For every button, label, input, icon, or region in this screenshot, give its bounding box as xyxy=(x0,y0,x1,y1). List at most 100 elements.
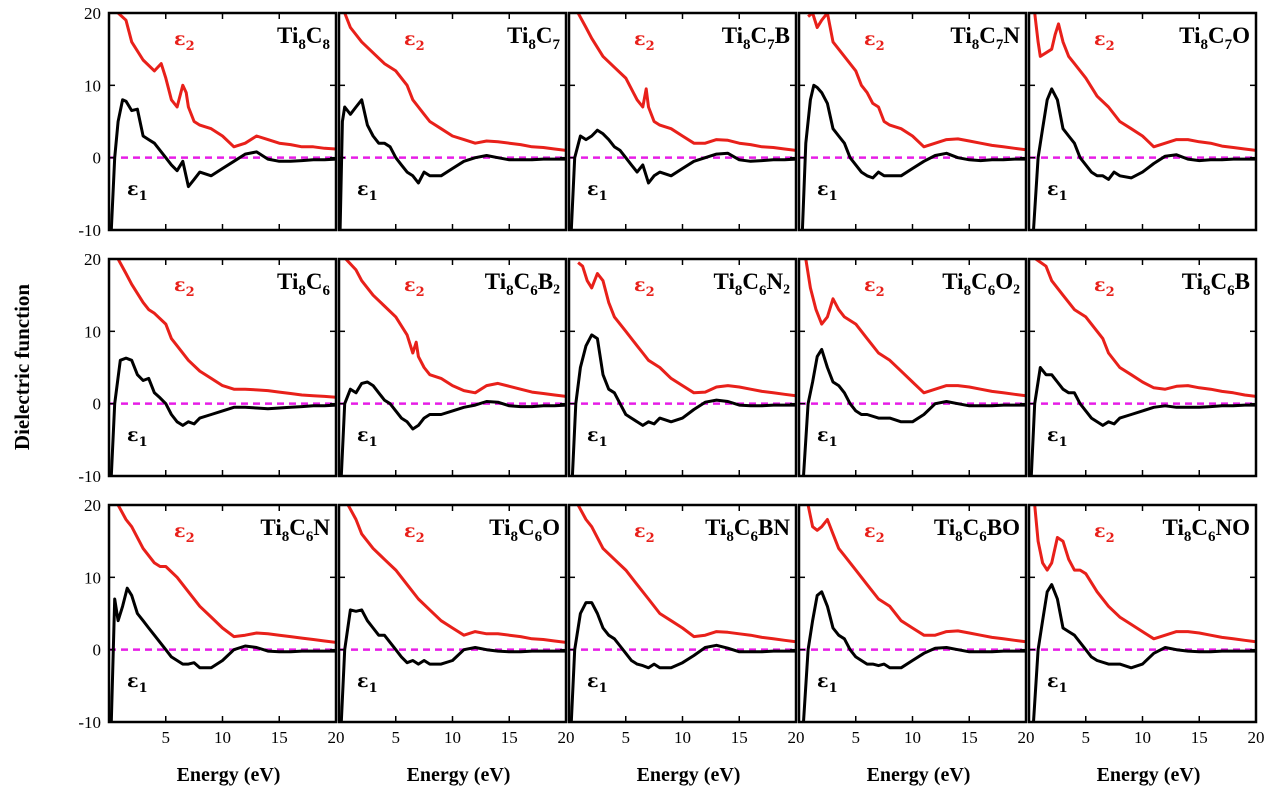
panel-title: Ti8​C6​N xyxy=(260,515,330,545)
panel-ti8c6bo: 5 10 15 20 Energy (eV) Ti8​C6​BO ε2 ε1 xyxy=(797,503,1035,786)
series-line-eps2 xyxy=(116,505,336,644)
panel-title: Ti8​C6​B xyxy=(1182,269,1250,299)
x-axis-label: Energy (eV) xyxy=(1097,764,1201,786)
series-label-eps1: ε1 xyxy=(127,670,148,696)
series-line-eps2 xyxy=(1033,13,1256,152)
panel-title: Ti8​C6​B₂ xyxy=(485,269,560,299)
series-label-eps1: ε1 xyxy=(357,178,378,204)
series-line-eps1 xyxy=(1032,87,1256,230)
series-line-eps1 xyxy=(569,128,796,230)
x-axis-label: Energy (eV) xyxy=(407,764,511,786)
x-axis-label: Energy (eV) xyxy=(177,764,281,786)
series-line-eps1 xyxy=(339,98,566,230)
y-tick-label: -10 xyxy=(78,467,101,486)
series-label-eps2: ε2 xyxy=(174,520,195,546)
y-tick-label: 20 xyxy=(84,250,101,269)
y-tick-label: 0 xyxy=(93,641,102,660)
panel-ti8c8: -10 0 10 20 Ti8​C8​ ε2 ε1 xyxy=(78,4,338,240)
x-tick-label: 20 xyxy=(788,728,805,747)
series-line-eps1 xyxy=(109,586,336,722)
x-tick-label: 20 xyxy=(328,728,345,747)
x-axis-label: Energy (eV) xyxy=(637,764,741,786)
series-line-eps1 xyxy=(570,333,796,476)
series-label-eps2: ε2 xyxy=(864,520,885,546)
x-tick-label: 10 xyxy=(904,728,921,747)
x-tick-label: 20 xyxy=(1018,728,1035,747)
x-tick-label: 20 xyxy=(558,728,575,747)
y-tick-label: 10 xyxy=(84,568,101,587)
x-tick-label: 5 xyxy=(392,728,401,747)
panel-ti8c6b2: Ti8​C6​B₂ ε2 ε1 xyxy=(337,257,568,478)
panel-title: Ti8​C6​NO xyxy=(1163,515,1250,545)
series-line-eps1 xyxy=(1029,366,1256,476)
y-tick-label: -10 xyxy=(78,221,101,240)
series-line-eps2 xyxy=(807,13,1026,152)
panel-ti8c6bn: 5 10 15 20 Energy (eV) Ti8​C6​BN ε2 ε1 xyxy=(567,503,805,786)
panel-ti8c7o: Ti8​C7​O ε2 ε1 xyxy=(1027,11,1258,232)
y-tick-label: 0 xyxy=(93,395,102,414)
x-tick-label: 15 xyxy=(271,728,288,747)
series-label-eps1: ε1 xyxy=(817,424,838,450)
series-label-eps2: ε2 xyxy=(1094,28,1115,54)
panel-title: Ti8​C6​ xyxy=(277,269,330,299)
series-line-eps1 xyxy=(1032,583,1256,722)
series-label-eps1: ε1 xyxy=(127,178,148,204)
x-tick-label: 15 xyxy=(1191,728,1208,747)
series-label-eps2: ε2 xyxy=(634,28,655,54)
panel-ti8c6: -10 0 10 20 Ti8​C6​ ε2 ε1 xyxy=(78,250,338,486)
x-tick-label: 20 xyxy=(1248,728,1265,747)
series-label-eps1: ε1 xyxy=(817,178,838,204)
series-line-eps2 xyxy=(576,13,796,152)
series-line-eps1 xyxy=(109,98,336,230)
x-tick-label: 15 xyxy=(501,728,518,747)
series-label-eps2: ε2 xyxy=(174,28,195,54)
series-line-eps1 xyxy=(339,380,566,476)
y-tick-label: -10 xyxy=(78,713,101,732)
panel-ti8c6n2: Ti8​C6​N₂ ε2 ε1 xyxy=(567,257,798,478)
panel-title: Ti8​C6​N₂ xyxy=(714,269,791,299)
x-tick-label: 10 xyxy=(674,728,691,747)
panel-ti8c6n: -10 0 10 20 5 10 15 20 Energy (eV) Ti8​C6​N ε2 ε1 xyxy=(78,496,344,786)
series-label-eps1: ε1 xyxy=(1047,178,1068,204)
series-label-eps2: ε2 xyxy=(634,520,655,546)
series-label-eps1: ε1 xyxy=(1047,424,1068,450)
panel-ti8c6o2: Ti8​C6​O₂ ε2 ε1 xyxy=(797,257,1028,478)
panel-ti8c6b: Ti8​C6​B ε2 ε1 xyxy=(1027,257,1258,478)
panel-title: Ti8​C6​O₂ xyxy=(942,269,1020,299)
series-line-eps1 xyxy=(339,608,566,722)
series-label-eps1: ε1 xyxy=(587,424,608,450)
panel-ti8c6no: 5 10 15 20 Energy (eV) Ti8​C6​NO ε2 ε1 xyxy=(1027,503,1265,786)
series-line-eps2 xyxy=(1033,505,1256,644)
series-label-eps1: ε1 xyxy=(357,670,378,696)
x-tick-label: 5 xyxy=(162,728,171,747)
y-tick-label: 20 xyxy=(84,4,101,23)
panel-title: Ti8​C7​N xyxy=(950,23,1020,53)
series-label-eps1: ε1 xyxy=(1047,670,1068,696)
series-line-eps2 xyxy=(804,259,1026,398)
panel-ti8c6o: 5 10 15 20 Energy (eV) Ti8​C6​O ε2 ε1 xyxy=(337,503,575,786)
x-axis-label: Energy (eV) xyxy=(867,764,971,786)
y-tick-label: 10 xyxy=(84,322,101,341)
x-tick-label: 10 xyxy=(444,728,461,747)
panel-title: Ti8​C7​ xyxy=(507,23,560,53)
x-tick-label: 5 xyxy=(852,728,861,747)
y-tick-label: 10 xyxy=(84,76,101,95)
series-label-eps2: ε2 xyxy=(404,520,425,546)
series-label-eps1: ε1 xyxy=(127,424,148,450)
panel-title: Ti8​C6​BO xyxy=(934,515,1020,545)
x-tick-label: 15 xyxy=(961,728,978,747)
series-label-eps2: ε2 xyxy=(1094,274,1115,300)
panel-grid: -10 0 10 20 Ti8​C8​ ε2 ε1 Ti8​C7​ ε2 ε1 Ti8​C7​B ε2… xyxy=(78,4,1264,786)
x-tick-label: 5 xyxy=(622,728,631,747)
series-line-eps1 xyxy=(109,356,336,476)
panel-title: Ti8​C8​ xyxy=(277,23,330,53)
y-tick-label: 20 xyxy=(84,496,101,515)
series-line-eps2 xyxy=(806,505,1026,644)
x-tick-label: 15 xyxy=(731,728,748,747)
series-line-eps2 xyxy=(577,261,796,398)
panel-ti8c7: Ti8​C7​ ε2 ε1 xyxy=(337,11,568,232)
series-line-eps1 xyxy=(569,601,796,722)
series-line-eps2 xyxy=(116,259,336,399)
series-line-eps2 xyxy=(1034,259,1256,398)
